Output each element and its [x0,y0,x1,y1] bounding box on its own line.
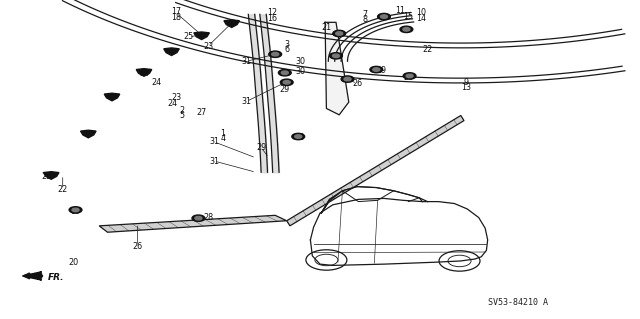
Circle shape [380,15,388,19]
Text: 2: 2 [180,106,185,115]
Circle shape [282,71,288,75]
Text: 20: 20 [68,258,79,267]
Text: 26: 26 [352,79,362,88]
Circle shape [341,76,354,82]
Polygon shape [325,22,349,115]
Text: 29: 29 [256,143,266,152]
Circle shape [278,70,291,76]
Text: 4: 4 [220,134,225,143]
Polygon shape [44,172,59,179]
Circle shape [284,80,291,84]
Polygon shape [99,215,287,232]
Text: 27: 27 [196,108,207,117]
Text: 21: 21 [321,23,332,32]
Text: 25: 25 [41,172,51,181]
Text: 29: 29 [280,85,290,94]
Circle shape [372,68,380,71]
Text: 28: 28 [294,133,305,142]
Text: 14: 14 [416,14,426,23]
Circle shape [192,215,205,221]
Circle shape [370,66,383,73]
Text: 11: 11 [395,6,405,15]
Text: 30: 30 [296,67,306,76]
Text: 23: 23 [139,69,149,78]
Text: 8: 8 [362,15,367,24]
Circle shape [269,51,282,57]
Text: 23: 23 [171,93,181,102]
Polygon shape [194,32,209,40]
Circle shape [69,207,82,213]
Circle shape [403,73,416,79]
Circle shape [295,135,302,138]
Text: 19: 19 [70,207,81,216]
Text: 16: 16 [267,14,277,23]
Polygon shape [164,48,179,56]
Text: 26: 26 [132,242,143,251]
Text: 6: 6 [284,45,289,54]
Circle shape [330,53,342,59]
Circle shape [406,74,413,78]
Text: 12: 12 [267,8,277,17]
Text: 10: 10 [416,8,426,17]
Text: 9: 9 [463,78,468,87]
Text: 3: 3 [284,40,289,48]
Text: 7: 7 [362,10,367,19]
Text: 31: 31 [241,97,252,106]
Polygon shape [224,20,239,27]
Polygon shape [287,115,464,226]
Text: 28: 28 [403,73,413,82]
Text: 31: 31 [241,57,252,66]
Circle shape [333,54,339,58]
Polygon shape [104,93,120,101]
Text: 25: 25 [184,32,194,41]
Text: 31: 31 [209,137,220,146]
Text: 22: 22 [422,45,433,54]
Text: 23: 23 [203,42,213,51]
Circle shape [280,79,293,85]
Text: 19: 19 [376,66,386,75]
Text: 28: 28 [203,213,213,222]
Text: 24: 24 [168,99,178,108]
Circle shape [272,53,279,56]
Text: FR.: FR. [48,273,65,282]
Circle shape [292,133,305,140]
Text: SV53-84210 A: SV53-84210 A [488,298,548,307]
Text: 22: 22 [58,185,68,194]
Polygon shape [81,130,96,138]
Text: 31: 31 [209,157,220,166]
Circle shape [344,77,351,81]
Text: 18: 18 [171,13,181,22]
Text: 17: 17 [171,7,181,16]
Polygon shape [136,69,152,76]
Text: 13: 13 [461,83,471,92]
Text: 1: 1 [220,129,225,138]
Text: 15: 15 [403,12,413,21]
Circle shape [336,32,343,35]
Circle shape [400,26,413,33]
Polygon shape [22,272,42,280]
Circle shape [72,208,79,212]
Text: 30: 30 [296,57,306,66]
Text: 5: 5 [180,111,185,120]
Circle shape [195,216,202,220]
Circle shape [378,13,390,20]
Circle shape [403,28,410,31]
Circle shape [333,30,346,37]
Text: 24: 24 [152,78,162,87]
